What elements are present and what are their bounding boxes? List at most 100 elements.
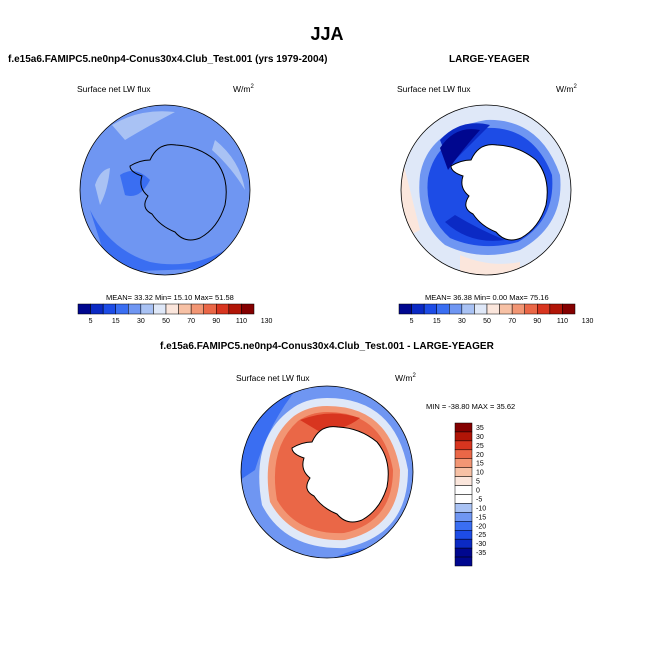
panel2-antarctica-outline: [450, 144, 548, 241]
panel2-colorbar-swatch: [398, 303, 412, 315]
panel2-colorbar-swatch: [436, 303, 450, 315]
panel1-map: [79, 104, 251, 276]
panel3-colorbar-swatch: [454, 512, 473, 522]
panel3-hot-patch: [300, 413, 360, 432]
panel2-colorbar-swatch: [549, 303, 563, 315]
panel1-colorbar-swatch: [77, 303, 91, 315]
panel3-colorbar-label: -5: [476, 496, 482, 503]
panel3-colorbar-label: 35: [476, 425, 484, 432]
panel1-colorbar-swatch: [140, 303, 154, 315]
panel3-colorbar-swatch: [454, 503, 473, 513]
panel2-colorbar-swatch: [511, 303, 525, 315]
panel3-field-label: Surface net LW flux: [236, 373, 310, 383]
panel3-colorbar-label: 20: [476, 452, 484, 459]
panel3-title: f.e15a6.FAMIPC5.ne0np4-Conus30x4.Club_Te…: [160, 341, 494, 352]
panel1-colorbar-label: 90: [212, 318, 220, 325]
panel3-colorbar-label: -25: [476, 532, 486, 539]
panel3-colorbar-label: 15: [476, 461, 484, 468]
panel3-antarctica-outline: [291, 426, 389, 523]
panel3-colorbar-swatch: [454, 530, 473, 540]
panel1-colorbar-swatch: [128, 303, 142, 315]
panel3-colorbar-swatch: [454, 431, 473, 442]
panel1-stats: MEAN= 33.32 Min= 15.10 Max= 51.58: [106, 293, 234, 302]
panel3-map-border: [240, 385, 414, 559]
panel2-warm-patch: [460, 255, 520, 275]
panel2-colorbar-swatch: [423, 303, 437, 315]
panel2-colorbar-swatch: [449, 303, 463, 315]
panel2-map-border: [400, 104, 572, 276]
panel1-light-patch: [212, 140, 245, 190]
colorbars: 5 15 30 50 70 90 110 130 5 15 30 50 70 90 110 130353025…: [77, 303, 594, 567]
panel3-colorbar-swatch: [454, 467, 473, 477]
panel1-title: f.e15a6.FAMIPC5.ne0np4-Conus30x4.Club_Te…: [8, 54, 328, 65]
panel1-colorbar-swatch: [165, 303, 179, 315]
panel1-antarctica-outline: [129, 144, 227, 241]
panel1-colorbar-label: 30: [137, 318, 145, 325]
panel2-map: [400, 104, 572, 276]
panel2-units: W/m2: [556, 84, 577, 94]
panel3-colorbar-swatch: [454, 440, 473, 451]
panel3-stats: MIN = -38.80 MAX = 35.62: [426, 402, 516, 411]
panel3-colorbar-label: 0: [476, 488, 480, 495]
panel3-colorbar-label: 5: [476, 479, 480, 486]
panel2-colorbar-label: 90: [533, 318, 541, 325]
panel1-colorbar-label: 5: [89, 318, 93, 325]
panel2-colorbar-swatch: [474, 303, 488, 315]
panel2-colorbar-swatch: [537, 303, 551, 315]
panel1-colorbar-swatch: [153, 303, 167, 315]
panel2-colorbar-label: 30: [458, 318, 466, 325]
panel1-colorbar-label: 15: [112, 318, 120, 325]
panel1-colorbar-swatch: [115, 303, 129, 315]
panel2-colorbar-swatch: [524, 303, 538, 315]
panel1-darker-region: [90, 210, 230, 272]
panel1-colorbar-swatch: [178, 303, 192, 315]
panel1-colorbar-label: 110: [236, 318, 247, 325]
panel3-colorbar-swatch: [454, 458, 473, 468]
panel2-colorbar-label: 70: [508, 318, 516, 325]
panel1-map-border: [79, 104, 251, 276]
panel3-colorbar-label: -20: [476, 523, 486, 530]
panel3-colorbar-label: -10: [476, 505, 486, 512]
panel2-colorbar-swatch: [411, 303, 425, 315]
panel2-deep-cold: [445, 215, 505, 241]
panel1-colorbar-label: 130: [261, 318, 273, 325]
panel1-light-patch: [112, 111, 175, 140]
panel1-colorbar-label: 70: [187, 318, 195, 325]
panel2-colorbar-swatch: [562, 303, 576, 315]
panel3-colorbar-swatch: [454, 449, 473, 459]
panel2-colorbar-swatch: [486, 303, 500, 315]
panel3-colorbar-label: 10: [476, 470, 484, 477]
panel1-units: W/m2: [233, 84, 254, 94]
panel3-colorbar-label: 25: [476, 443, 484, 450]
panel3-colorbar-label: -35: [476, 550, 486, 557]
panel3-colorbar-swatch: [454, 422, 473, 433]
panel1-colorbar-swatch: [241, 303, 255, 315]
panel2-colorbar-label: 110: [557, 318, 568, 325]
panel1-light-patch: [95, 168, 110, 205]
panel2-stats: MEAN= 36.38 Min= 0.00 Max= 75.16: [425, 293, 549, 302]
panel1-colorbar-swatch: [102, 303, 116, 315]
panel3-colorbar-swatch: [454, 547, 473, 558]
panel3-colorbar-label: 30: [476, 434, 484, 441]
panel3-colorbar-swatch: [454, 476, 473, 486]
page-title: JJA: [310, 24, 344, 44]
panel1-colorbar-swatch: [216, 303, 230, 315]
panel3-units: W/m2: [395, 373, 416, 383]
panel1-colorbar-swatch: [228, 303, 242, 315]
panel3-colorbar-swatch: [454, 485, 473, 495]
panel2-deepest-cold: [440, 129, 480, 170]
panel3-colorbar-label: -15: [476, 514, 486, 521]
panel2-title: LARGE-YEAGER: [449, 54, 530, 65]
panel3-colorbar-label: -30: [476, 541, 486, 548]
panel2-colorbar-swatch: [499, 303, 513, 315]
panel2-colorbar-label: 15: [433, 318, 441, 325]
panel1-colorbar-label: 50: [162, 318, 170, 325]
panel2-field-label: Surface net LW flux: [397, 84, 471, 94]
panel3-colorbar-swatch: [454, 521, 473, 531]
panel3-colorbar-swatch: [454, 538, 473, 549]
panel1-colorbar-swatch: [90, 303, 104, 315]
panel3-map: [240, 385, 414, 559]
panel3-colorbar-swatch: [454, 494, 473, 504]
panel2-colorbar-label: 5: [410, 318, 414, 325]
